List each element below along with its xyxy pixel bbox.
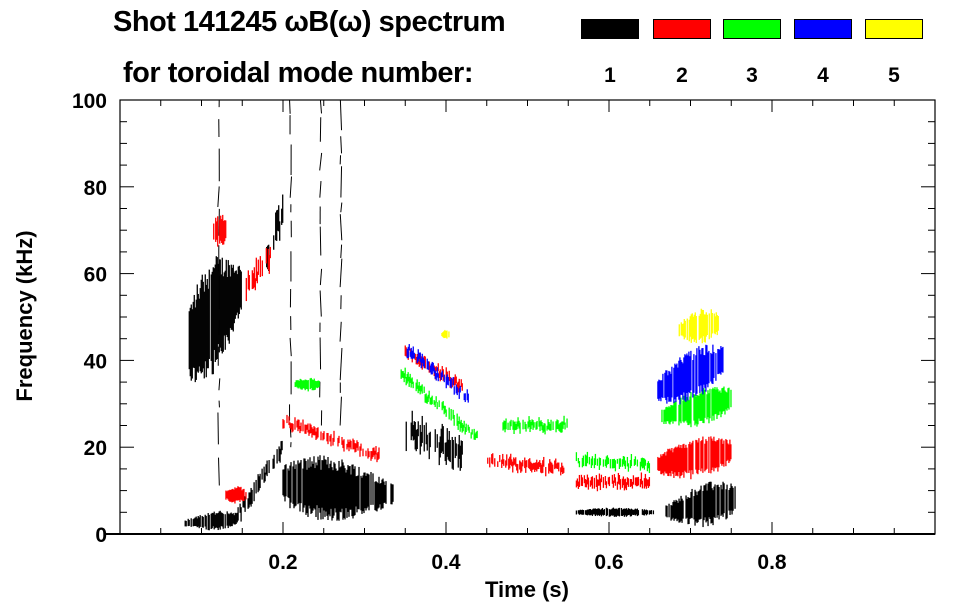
y-tick-label: 60 — [84, 264, 107, 287]
spectrum-mark — [319, 226, 322, 256]
legend-swatch-4 — [794, 19, 852, 39]
legend-label-5: 5 — [888, 64, 900, 87]
spectrum-mark — [218, 457, 220, 486]
x-tick-label: 0.4 — [431, 551, 461, 574]
mode-3-feature — [575, 451, 651, 474]
mode-2-feature — [657, 436, 732, 480]
mode-1-feature — [184, 510, 238, 531]
legend-label-3: 3 — [746, 64, 758, 87]
y-tick-label: 100 — [72, 90, 107, 113]
legend-swatch-2 — [653, 19, 711, 39]
spectrum-mark — [339, 214, 343, 241]
spectrum-mark — [339, 347, 343, 381]
spectrum-mark — [289, 99, 291, 114]
chart-subtitle: for toroidal mode number: — [123, 57, 474, 89]
x-tick-label: 0.2 — [268, 551, 297, 574]
legend-swatch-1 — [581, 19, 639, 39]
mode-1-feature — [575, 507, 655, 517]
x-tick-label: 0.6 — [594, 551, 623, 574]
mode-3-feature — [502, 415, 568, 435]
mode-2-feature — [225, 486, 247, 504]
y-axis-title: Frequency (kHz) — [12, 230, 37, 401]
y-tick-label: 20 — [84, 437, 107, 460]
spectrum-mark — [289, 337, 292, 357]
spectrum-mark — [319, 99, 323, 114]
mode-1-feature — [405, 410, 463, 471]
spectrum-mark — [218, 378, 221, 391]
mode-2-feature — [282, 414, 380, 463]
chart-title: Shot 141245 ωB(ω) spectrum — [113, 6, 506, 38]
mode-1-feature — [188, 256, 242, 383]
mode-3-feature — [400, 367, 478, 440]
mode-3-feature — [294, 377, 320, 392]
mode-2-feature — [213, 214, 227, 247]
y-tick-label: 80 — [84, 177, 107, 200]
mode-4-feature — [406, 344, 469, 403]
legend-label-1: 1 — [604, 64, 616, 87]
spectrum-mark — [217, 186, 220, 208]
spectrum-mark — [339, 99, 343, 131]
mode-2-feature — [487, 453, 565, 477]
legend-swatch-5 — [865, 19, 923, 39]
y-tick-label: 40 — [84, 350, 107, 373]
spectrum-mark — [339, 258, 343, 288]
spectrum-mark — [340, 136, 343, 154]
spectrum-mark — [319, 181, 322, 198]
spectrum-mark — [319, 152, 323, 171]
mode-1-feature — [282, 455, 394, 521]
spectrum-mark — [319, 290, 322, 317]
plot-frame — [119, 99, 936, 535]
spectrum-mark — [289, 176, 292, 198]
x-tick-label: 0.8 — [757, 551, 787, 574]
mode-1-feature — [234, 440, 283, 525]
legend-label-2: 2 — [676, 64, 688, 87]
spectrum-mark — [339, 321, 342, 342]
legend-label-4: 4 — [817, 64, 829, 87]
mode-2-feature — [245, 246, 271, 302]
mode-1-feature — [339, 99, 343, 426]
mode-5-feature — [678, 308, 719, 344]
x-axis-title: Time (s) — [485, 577, 569, 602]
mode-1-feature — [319, 99, 323, 426]
mode-1-feature — [266, 194, 284, 271]
spectrum-mark — [339, 396, 342, 426]
spectrum-mark — [340, 166, 343, 198]
spectrum-mark — [340, 244, 343, 259]
mode-1-feature — [665, 481, 736, 528]
mode-3-feature — [661, 386, 732, 428]
mode-4-feature — [657, 344, 724, 405]
mode-1-feature — [289, 99, 292, 448]
mode-5-feature — [441, 329, 450, 339]
legend-swatch-3 — [723, 19, 781, 39]
y-tick-label: 0 — [95, 524, 107, 547]
spectrum-mark — [319, 268, 323, 286]
mode-2-feature — [575, 472, 651, 492]
spectrum-mark — [340, 202, 343, 213]
